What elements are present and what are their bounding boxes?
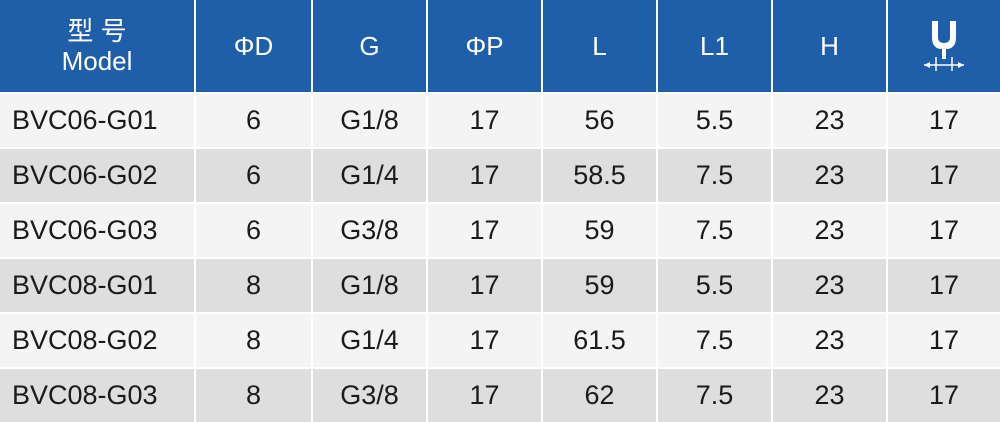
value-cell: 7.5 xyxy=(656,312,772,368)
value-cell: 7.5 xyxy=(656,202,772,258)
header-cell: 型 号 Model xyxy=(0,0,195,93)
table-row: BVC06-G02 6 G1/4 17 58.5 7.5 23 17 xyxy=(0,147,1000,203)
value-cell: 5.5 xyxy=(656,257,772,313)
header-text: Model xyxy=(61,46,133,76)
value-cell: 56 xyxy=(541,92,657,148)
value-cell: 17 xyxy=(886,257,1000,313)
value-cell: 7.5 xyxy=(656,367,772,422)
value-cell: G1/4 xyxy=(311,147,427,203)
value-cell: 61.5 xyxy=(541,312,657,368)
value-cell: 23 xyxy=(771,312,887,368)
value-cell: 17 xyxy=(426,312,542,368)
value-cell: 17 xyxy=(886,147,1000,203)
header-cell: H xyxy=(771,0,887,93)
value-cell: G3/8 xyxy=(311,202,427,258)
table-row: BVC08-G03 8 G3/8 17 62 7.5 23 17 xyxy=(0,367,1000,422)
value-cell: 7.5 xyxy=(656,147,772,203)
value-cell: 17 xyxy=(426,202,542,258)
wrench-icon xyxy=(924,20,964,71)
value-cell: 8 xyxy=(194,257,312,313)
header-cell: L xyxy=(541,0,657,93)
table-row: BVC08-G02 8 G1/4 17 61.5 7.5 23 17 xyxy=(0,312,1000,368)
header-cell: L1 xyxy=(656,0,772,93)
value-cell: 6 xyxy=(194,92,312,148)
value-cell: 8 xyxy=(194,367,312,422)
value-cell: 23 xyxy=(771,147,887,203)
value-cell: 23 xyxy=(771,202,887,258)
table-body: BVC06-G01 6 G1/8 17 56 5.5 23 17 BVC06-G02 6 G1/4 1… xyxy=(0,92,1000,422)
value-cell: G1/8 xyxy=(311,92,427,148)
value-cell: 17 xyxy=(426,367,542,422)
header-cell: G xyxy=(311,0,427,93)
value-cell: 23 xyxy=(771,367,887,422)
value-cell: 62 xyxy=(541,367,657,422)
value-cell: G3/8 xyxy=(311,367,427,422)
value-cell: 17 xyxy=(886,367,1000,422)
value-cell: 17 xyxy=(426,147,542,203)
value-cell: 23 xyxy=(771,257,887,313)
value-cell: 8 xyxy=(194,312,312,368)
value-cell: 59 xyxy=(541,202,657,258)
value-cell: 17 xyxy=(886,92,1000,148)
model-cell: BVC08-G01 xyxy=(0,257,195,313)
value-cell: 17 xyxy=(886,202,1000,258)
table-row: BVC06-G01 6 G1/8 17 56 5.5 23 17 xyxy=(0,92,1000,148)
value-cell: G1/4 xyxy=(311,312,427,368)
value-cell: G1/8 xyxy=(311,257,427,313)
header-text: 型 号 xyxy=(67,16,127,46)
value-cell: 6 xyxy=(194,202,312,258)
header-cell xyxy=(886,0,1000,93)
value-cell: 6 xyxy=(194,147,312,203)
model-cell: BVC06-G01 xyxy=(0,92,195,148)
header-cell: ΦP xyxy=(426,0,542,93)
model-cell: BVC08-G02 xyxy=(0,312,195,368)
value-cell: 58.5 xyxy=(541,147,657,203)
model-cell: BVC08-G03 xyxy=(0,367,195,422)
model-cell: BVC06-G02 xyxy=(0,147,195,203)
value-cell: 17 xyxy=(886,312,1000,368)
value-cell: 17 xyxy=(426,257,542,313)
header-row: 型 号 Model ΦD G ΦP L L1 H xyxy=(0,0,1000,93)
model-cell: BVC06-G03 xyxy=(0,202,195,258)
table-row: BVC06-G03 6 G3/8 17 59 7.5 23 17 xyxy=(0,202,1000,258)
value-cell: 59 xyxy=(541,257,657,313)
value-cell: 23 xyxy=(771,92,887,148)
header-cell: ΦD xyxy=(194,0,312,93)
value-cell: 17 xyxy=(426,92,542,148)
table-row: BVC08-G01 8 G1/8 17 59 5.5 23 17 xyxy=(0,257,1000,313)
value-cell: 5.5 xyxy=(656,92,772,148)
